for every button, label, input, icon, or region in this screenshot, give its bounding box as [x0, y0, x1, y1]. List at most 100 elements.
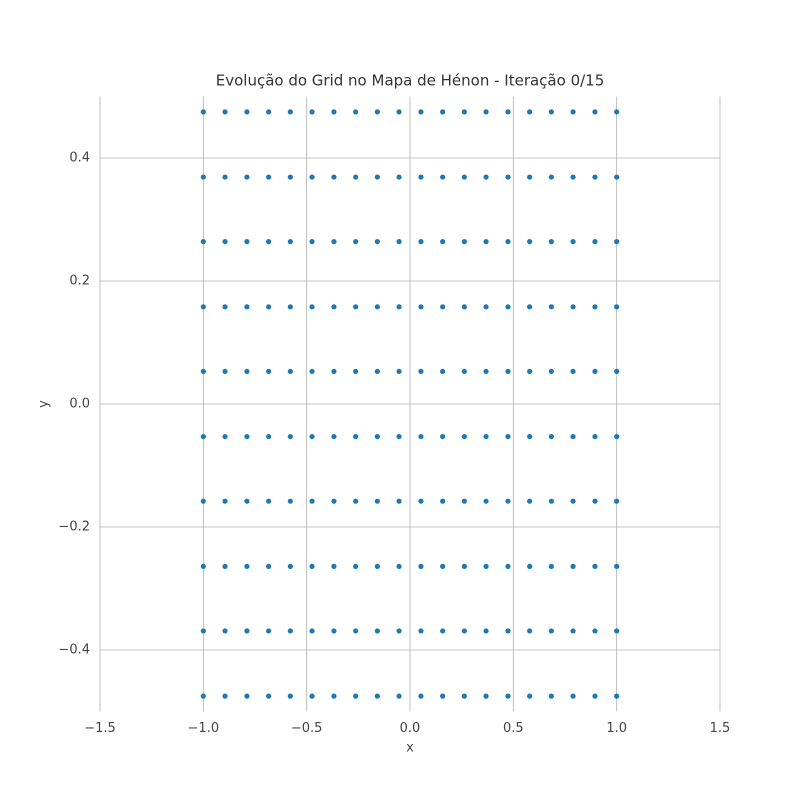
point [266, 433, 272, 440]
point [461, 628, 467, 634]
point [222, 174, 228, 180]
point [483, 563, 489, 569]
point [331, 174, 337, 180]
point [592, 628, 598, 634]
point [287, 368, 293, 375]
point [353, 239, 359, 245]
point [505, 693, 511, 699]
point [266, 628, 272, 634]
point [222, 433, 228, 440]
point [418, 498, 424, 504]
point [505, 109, 511, 115]
point [353, 433, 359, 440]
x-tick-label: −1.5 [84, 721, 116, 736]
point [461, 433, 467, 440]
point [396, 304, 402, 310]
point [505, 563, 511, 569]
point [244, 368, 250, 375]
point [483, 109, 489, 115]
point [548, 563, 554, 569]
point [353, 368, 359, 375]
point [244, 239, 250, 245]
point [418, 304, 424, 310]
point [527, 368, 533, 375]
point [505, 368, 511, 375]
point [374, 693, 380, 699]
point [483, 304, 489, 310]
point [614, 174, 620, 180]
point [548, 498, 554, 504]
point [440, 563, 446, 569]
point [418, 433, 424, 440]
point [614, 368, 620, 375]
point [353, 109, 359, 115]
point [374, 498, 380, 504]
point [200, 174, 206, 180]
point [614, 239, 620, 245]
point [570, 693, 576, 699]
point [570, 368, 576, 375]
point [614, 433, 620, 440]
point [396, 433, 402, 440]
point [527, 239, 533, 245]
point [244, 563, 250, 569]
point [483, 498, 489, 504]
point [244, 433, 250, 440]
point [592, 563, 598, 569]
point [570, 239, 576, 245]
point [374, 239, 380, 245]
y-tick-label: −0.2 [58, 520, 90, 535]
point [222, 304, 228, 310]
point [570, 304, 576, 310]
point [331, 498, 337, 504]
point [309, 498, 315, 504]
point [287, 563, 293, 569]
point [309, 368, 315, 375]
point [287, 628, 293, 634]
x-tick-label: −1.0 [188, 721, 220, 736]
point [222, 368, 228, 375]
y-tick-label: 0.2 [69, 274, 90, 289]
point [614, 498, 620, 504]
point [331, 304, 337, 310]
point [570, 433, 576, 440]
point [353, 563, 359, 569]
point [374, 433, 380, 440]
point [418, 109, 424, 115]
point [440, 174, 446, 180]
point [505, 239, 511, 245]
point [461, 174, 467, 180]
point [461, 693, 467, 699]
point [527, 628, 533, 634]
point [374, 174, 380, 180]
point [461, 304, 467, 310]
point [570, 174, 576, 180]
point [396, 498, 402, 504]
point [222, 498, 228, 504]
point [331, 563, 337, 569]
point [548, 628, 554, 634]
point [548, 109, 554, 115]
point [440, 368, 446, 375]
point [592, 109, 598, 115]
point [331, 433, 337, 440]
point [527, 109, 533, 115]
point [200, 498, 206, 504]
point [527, 304, 533, 310]
point [548, 693, 554, 699]
point [461, 109, 467, 115]
point [440, 304, 446, 310]
x-tick-label: −0.5 [291, 721, 323, 736]
point [222, 239, 228, 245]
point [396, 693, 402, 699]
x-tick-label: 1.5 [710, 721, 731, 736]
point [200, 239, 206, 245]
point [505, 498, 511, 504]
x-axis-label: x [406, 741, 414, 756]
point [331, 628, 337, 634]
point [527, 498, 533, 504]
point [200, 628, 206, 634]
point [353, 628, 359, 634]
point [374, 628, 380, 634]
point [418, 368, 424, 375]
